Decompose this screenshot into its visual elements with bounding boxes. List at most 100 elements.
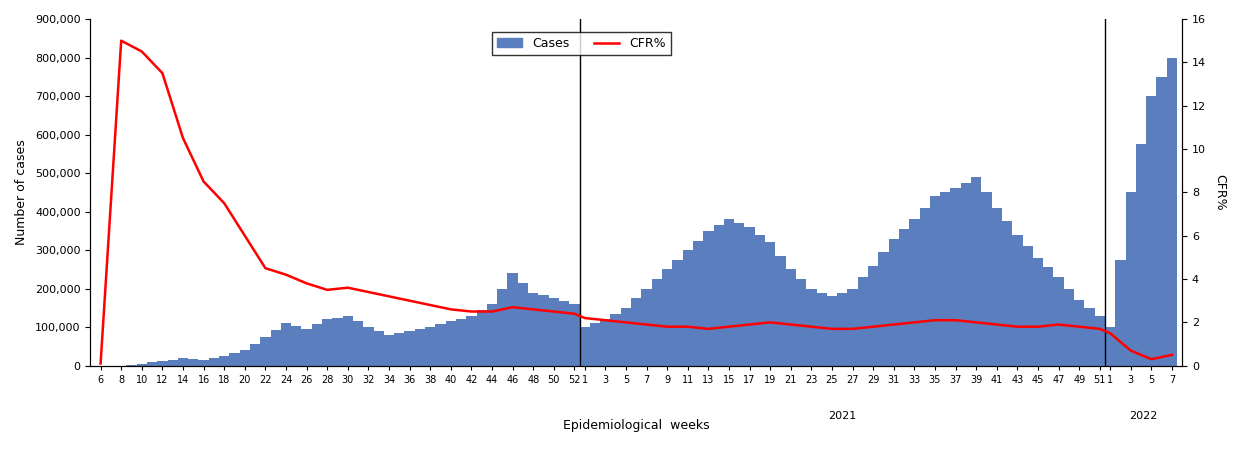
Bar (807, 289, 817, 365)
Bar (570, 304, 580, 365)
Bar (661, 269, 673, 365)
Bar (724, 219, 735, 365)
Bar (961, 183, 970, 365)
Bar (405, 331, 414, 365)
Bar (486, 304, 498, 365)
Bar (786, 269, 795, 365)
Bar (261, 337, 271, 365)
Bar (292, 326, 302, 365)
Bar (867, 266, 879, 365)
Bar (1116, 260, 1126, 365)
Bar (352, 321, 364, 365)
Bar (620, 308, 632, 365)
Bar (632, 298, 642, 365)
Bar (1126, 192, 1136, 365)
X-axis label: Epidemiological  weeks: Epidemiological weeks (563, 420, 710, 432)
Bar (611, 314, 620, 365)
Bar (558, 301, 570, 365)
Bar (1054, 277, 1064, 365)
Bar (1167, 57, 1176, 365)
Bar (199, 360, 208, 365)
Bar (1073, 300, 1085, 365)
Bar (333, 317, 343, 365)
Bar (383, 335, 395, 365)
Bar (910, 219, 920, 365)
Bar (848, 289, 858, 365)
Bar (323, 319, 333, 365)
Bar (858, 277, 867, 365)
Bar (920, 208, 930, 365)
Bar (795, 279, 807, 365)
Bar (249, 343, 261, 365)
Bar (395, 333, 405, 365)
Bar (158, 361, 168, 365)
Bar (889, 239, 898, 365)
Y-axis label: CFR%: CFR% (1212, 174, 1226, 211)
Bar (714, 225, 724, 365)
Bar (941, 192, 951, 365)
Bar (1023, 246, 1033, 365)
Y-axis label: Number of cases: Number of cases (15, 139, 29, 245)
Bar (446, 321, 455, 365)
Bar (1104, 327, 1116, 365)
Bar (951, 188, 961, 365)
Bar (529, 292, 539, 365)
Bar (1095, 316, 1104, 365)
Bar (189, 359, 199, 365)
Bar (879, 252, 889, 365)
Bar (414, 329, 426, 365)
Bar (455, 318, 467, 365)
Bar (208, 358, 220, 365)
Bar (240, 350, 249, 365)
Bar (364, 327, 374, 365)
Bar (271, 330, 280, 365)
Bar (1147, 96, 1157, 365)
Bar (1136, 144, 1147, 365)
Bar (311, 325, 323, 365)
Bar (508, 273, 517, 365)
Bar (549, 298, 558, 365)
Bar (1013, 235, 1023, 365)
Bar (982, 192, 992, 365)
Bar (776, 256, 786, 365)
Text: 2022: 2022 (1129, 411, 1158, 421)
Bar (1064, 289, 1073, 365)
Bar (146, 362, 158, 365)
Bar (817, 292, 827, 365)
Text: 2021: 2021 (828, 411, 856, 421)
Bar (755, 235, 764, 365)
Bar (745, 227, 755, 365)
Bar (230, 353, 240, 365)
Bar (539, 295, 549, 365)
Bar (517, 283, 529, 365)
Bar (374, 331, 383, 365)
Bar (1044, 268, 1054, 365)
Bar (589, 323, 601, 365)
Bar (343, 316, 352, 365)
Bar (580, 327, 589, 365)
Bar (683, 250, 692, 365)
Bar (764, 243, 776, 365)
Bar (642, 289, 652, 365)
Bar (280, 323, 292, 365)
Bar (220, 356, 230, 365)
Bar (970, 177, 982, 365)
Bar (652, 279, 661, 365)
Bar (838, 292, 848, 365)
Bar (467, 316, 477, 365)
Bar (168, 359, 177, 365)
Bar (735, 223, 745, 365)
Bar (302, 329, 311, 365)
Legend: Cases, CFR%: Cases, CFR% (493, 32, 671, 55)
Bar (930, 196, 941, 365)
Bar (1157, 77, 1167, 365)
Bar (704, 231, 714, 365)
Bar (1085, 308, 1095, 365)
Bar (426, 327, 436, 365)
Bar (898, 229, 910, 365)
Bar (673, 260, 683, 365)
Bar (498, 289, 508, 365)
Bar (827, 296, 838, 365)
Bar (436, 325, 446, 365)
Bar (992, 208, 1001, 365)
